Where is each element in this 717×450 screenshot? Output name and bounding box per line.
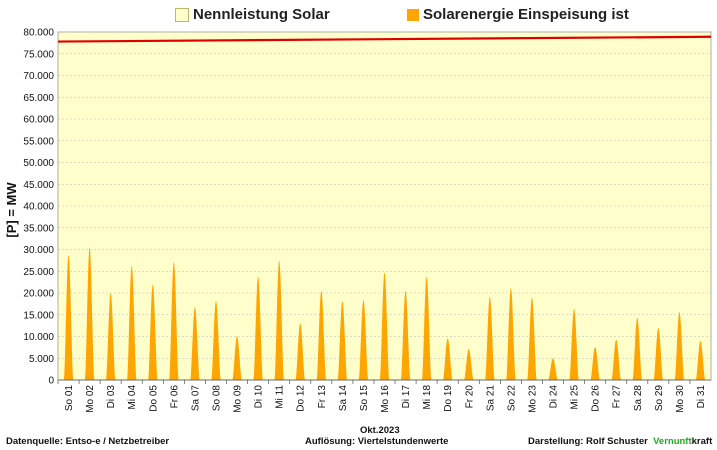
y-tick-label: 50.000 [23, 158, 54, 169]
feedin-day-sa-21 [485, 296, 495, 380]
x-tick-label: So 08 [211, 385, 222, 412]
legend-capacity: Nennleistung Solar [175, 6, 330, 23]
x-tick-label: Mo 23 [527, 385, 538, 413]
feedin-day-sa-07 [190, 306, 200, 380]
feedin-day-so-22 [506, 287, 516, 380]
x-tick-label: Fr 13 [317, 385, 328, 409]
feedin-day-so-15 [358, 299, 369, 380]
y-tick-label: 70.000 [23, 71, 54, 82]
y-tick-label: 25.000 [23, 267, 54, 278]
feedin-day-do-26 [590, 346, 600, 380]
feedin-day-mo-23 [527, 297, 537, 380]
feedin-day-mi-25 [569, 308, 579, 380]
feedin-day-so-01 [63, 254, 74, 380]
feedin-day-so-08 [211, 300, 221, 380]
x-tick-label: Sa 07 [190, 385, 201, 412]
footer-resolution: Auflösung: Viertelstundenwerte [305, 436, 449, 447]
x-tick-label: Sa 21 [485, 385, 496, 412]
feedin-day-mo-16 [379, 272, 390, 380]
y-tick-label: 5.000 [29, 354, 54, 365]
y-tick-label: 75.000 [23, 49, 54, 60]
y-tick-label: 55.000 [23, 136, 54, 147]
feedin-day-fr-13 [316, 290, 326, 380]
feedin-day-fr-20 [464, 349, 474, 380]
y-tick-label: 0 [48, 376, 54, 387]
y-tick-label: 60.000 [23, 115, 54, 126]
feedin-day-di-03 [106, 293, 116, 380]
footer-source: Datenquelle: Entso-e / Netzbetreiber [6, 436, 170, 447]
y-tick-label: 35.000 [23, 223, 54, 234]
feedin-day-sa-14 [337, 300, 348, 380]
legend-capacity-swatch [175, 7, 189, 22]
y-tick-label: 30.000 [23, 245, 54, 256]
feedin-day-di-10 [253, 276, 263, 380]
x-tick-label: Fr 06 [169, 385, 180, 409]
x-tick-label: Fr 20 [464, 385, 475, 409]
y-tick-label: 40.000 [23, 202, 54, 213]
y-axis: 0 5.000 10.000 15.000 20.000 25.000 30.000 35.0… [23, 28, 54, 387]
x-tick-label: Mo 02 [85, 385, 96, 413]
y-tick-label: 10.000 [23, 332, 54, 343]
footer-credit: Darstellung: Rolf Schuster Vernunftkraft [528, 436, 712, 447]
footer-brand-green: Vernunft [653, 436, 692, 447]
x-tick-label: Di 31 [696, 385, 707, 409]
feedin-day-mo-09 [232, 336, 242, 380]
footer-brand-rest: kraft [691, 436, 713, 447]
feedin-day-fr-27 [611, 339, 621, 380]
x-tick-label: Mo 16 [380, 385, 391, 413]
feedin-day-fr-06 [169, 261, 179, 380]
feedin-day-mi-18 [421, 276, 432, 380]
y-tick-label: 15.000 [23, 310, 54, 321]
x-tick-label: So 22 [506, 385, 517, 412]
x-tick-label: So 01 [64, 385, 75, 412]
footer-credit-author: Darstellung: Rolf Schuster [528, 436, 648, 447]
x-tick-label: Di 03 [106, 385, 117, 409]
x-tick-label: Do 26 [591, 385, 602, 412]
x-axis-label: Okt.2023 [360, 425, 400, 436]
capacity-line-group [57, 35, 712, 43]
y-tick-label: 65.000 [23, 93, 54, 104]
x-tick-label: Mo 09 [233, 385, 244, 413]
x-tick-label: Mi 18 [422, 385, 433, 410]
feedin-day-so-29 [653, 327, 663, 380]
x-tick-label: Do 05 [148, 385, 159, 412]
feedin-area [63, 247, 706, 380]
x-tick-label: Sa 14 [338, 385, 349, 412]
x-tick-label: Di 10 [254, 385, 265, 409]
feedin-day-sa-28 [632, 317, 642, 380]
y-tick-label: 45.000 [23, 180, 54, 191]
feedin-day-di-24 [548, 358, 558, 380]
x-tick-label: Mo 30 [675, 385, 686, 413]
y-tick-label: 20.000 [23, 289, 54, 300]
x-tick-label: Fr 27 [612, 385, 623, 409]
feedin-day-mi-11 [274, 260, 284, 380]
y-tick-label: 80.000 [23, 28, 54, 39]
legend-feedin-label: Solarenergie Einspeisung ist [423, 6, 629, 23]
legend-capacity-label: Nennleistung Solar [193, 6, 330, 23]
feedin-day-di-31 [695, 340, 706, 380]
x-tick-label: So 29 [654, 385, 665, 412]
x-axis: So 01 Mo 02 Di 03 Mi 04 Do 05 Fr 06 Sa 07 So 08… [57, 379, 711, 413]
x-tick-label: Di 17 [401, 385, 412, 409]
x-tick-label: Do 12 [296, 385, 307, 412]
feedin-day-do-19 [443, 338, 453, 380]
legend-feedin-swatch [407, 8, 419, 21]
legend-feedin: Solarenergie Einspeisung ist [407, 6, 629, 23]
feedin-day-do-12 [295, 323, 305, 380]
x-tick-label: Di 24 [549, 385, 560, 409]
x-tick-label: So 15 [359, 385, 370, 412]
feedin-day-mo-30 [674, 311, 685, 380]
x-tick-label: Do 19 [443, 385, 454, 412]
feedin-day-do-05 [148, 284, 158, 380]
x-tick-label: Sa 28 [633, 385, 644, 412]
x-tick-label: Mi 25 [570, 385, 581, 410]
y-axis-label: [P] = MW [4, 182, 19, 238]
x-tick-label: Mi 04 [127, 385, 138, 410]
feedin-day-di-17 [400, 290, 411, 380]
feedin-day-mo-02 [84, 247, 95, 380]
feedin-day-mi-04 [127, 265, 137, 380]
x-tick-label: Mi 11 [275, 385, 286, 409]
capacity-line [57, 35, 712, 43]
